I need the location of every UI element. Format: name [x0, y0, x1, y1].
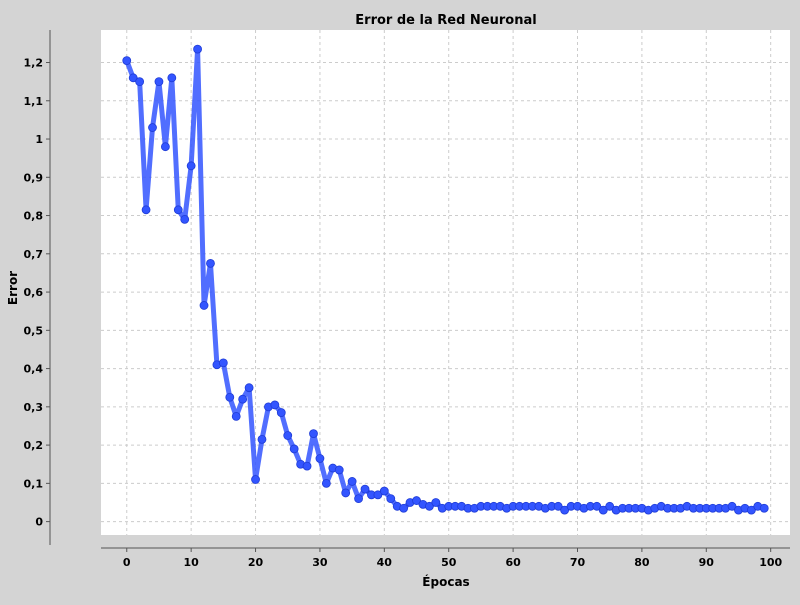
data-point [605, 501, 615, 511]
data-point [321, 478, 331, 488]
data-point [186, 161, 196, 171]
y-tick-label: 0,6 [24, 286, 44, 299]
data-point [122, 56, 132, 66]
x-tick-label: 0 [123, 556, 131, 569]
data-point [270, 400, 280, 410]
y-tick-label: 0,4 [24, 363, 44, 376]
x-tick-label: 30 [312, 556, 328, 569]
y-tick-label: 0,1 [24, 477, 44, 490]
data-point [315, 454, 325, 463]
y-tick-label: 0 [35, 516, 43, 529]
y-tick-label: 0,8 [24, 210, 44, 223]
data-point [592, 501, 602, 511]
y-tick-label: 0,7 [24, 248, 44, 261]
data-point [727, 501, 737, 511]
x-tick-label: 70 [570, 556, 586, 569]
data-point [424, 501, 434, 511]
plot-area [101, 30, 790, 535]
y-axis-label: Error [6, 271, 20, 305]
data-point [431, 498, 441, 507]
data-point [276, 408, 286, 417]
data-point [334, 465, 344, 475]
data-point [231, 411, 241, 421]
y-tick-label: 1,2 [24, 57, 44, 70]
data-point [257, 434, 267, 444]
y-tick-label: 0,3 [24, 401, 44, 414]
y-tick-label: 1 [35, 133, 43, 146]
data-point [283, 431, 293, 440]
data-point [199, 301, 209, 310]
y-axis-ticks: 0 0,1 0,2 0,3 0,4 0,5 0,6 0,7 0,8 0,9 1 1,1 1,2 [24, 57, 50, 529]
y-tick-label: 0,9 [24, 171, 44, 184]
data-point [160, 142, 170, 152]
x-tick-label: 40 [377, 556, 393, 569]
data-point [154, 77, 164, 87]
y-tick-label: 0,2 [24, 439, 44, 452]
data-point [360, 484, 370, 494]
data-point [289, 444, 299, 454]
data-point [399, 503, 409, 513]
chart-title: Error de la Red Neuronal [355, 13, 536, 28]
series-group [122, 44, 769, 515]
x-axis-label: Épocas [422, 574, 469, 589]
data-point [244, 383, 254, 393]
data-point [141, 205, 151, 215]
x-tick-label: 100 [759, 556, 782, 569]
data-point [128, 73, 138, 83]
x-tick-label: 90 [699, 556, 715, 569]
x-tick-label: 10 [183, 556, 199, 569]
data-point [560, 505, 570, 515]
x-tick-label: 80 [634, 556, 650, 569]
data-point [553, 501, 563, 511]
grid-lines [101, 30, 790, 535]
x-tick-label: 60 [505, 556, 521, 569]
data-point [373, 490, 383, 500]
data-point [309, 429, 318, 439]
data-point [135, 77, 145, 87]
data-point [302, 461, 312, 471]
data-point [746, 505, 756, 515]
data-point [180, 214, 190, 224]
x-tick-label: 20 [248, 556, 264, 569]
x-tick-label: 50 [441, 556, 457, 569]
data-point [759, 503, 769, 513]
data-point [379, 486, 389, 496]
data-point [206, 258, 215, 268]
data-point [354, 494, 363, 504]
data-point [251, 475, 260, 484]
data-point [148, 123, 157, 132]
data-point [347, 477, 357, 486]
y-tick-label: 1,1 [24, 95, 44, 108]
data-point [167, 73, 177, 83]
data-point [218, 358, 228, 368]
data-point [341, 488, 351, 498]
data-point [598, 505, 608, 515]
data-point [386, 494, 396, 504]
data-point [193, 44, 202, 54]
data-point [225, 392, 235, 402]
data-point [238, 394, 248, 404]
x-axis-ticks: 0 10 20 30 40 50 60 70 80 90 100 [123, 548, 783, 569]
data-point [412, 496, 421, 505]
y-tick-label: 0,5 [24, 324, 44, 337]
data-point [173, 205, 183, 215]
